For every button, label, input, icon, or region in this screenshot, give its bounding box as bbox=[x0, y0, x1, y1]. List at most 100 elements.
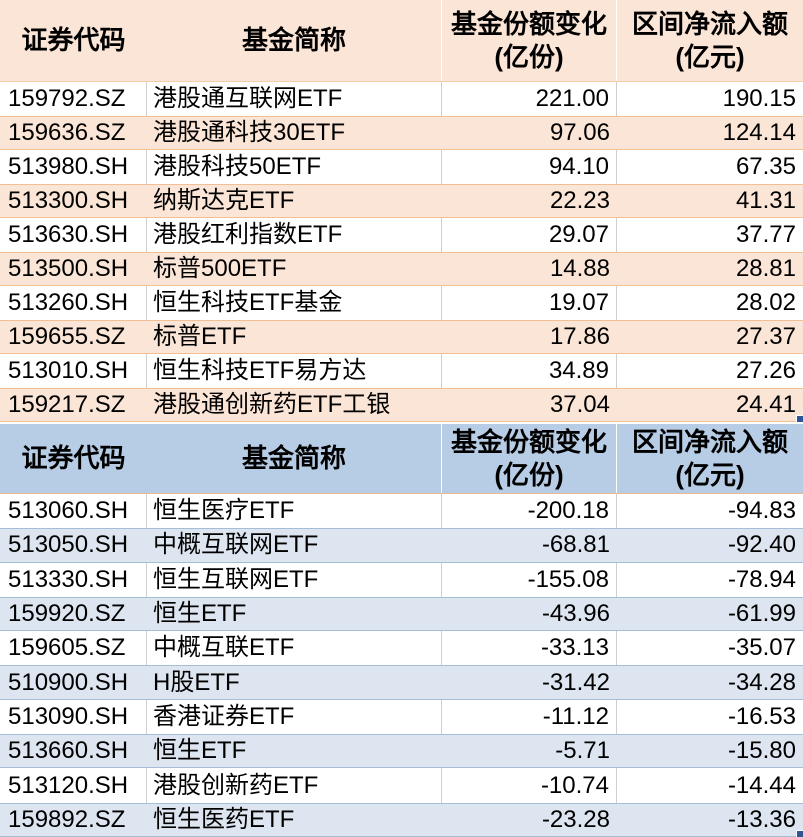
security-code-cell[interactable]: 513120.SH bbox=[0, 768, 147, 803]
fund-name-cell[interactable]: 恒生互联网ETF bbox=[147, 562, 442, 597]
header-cell-fund-name[interactable]: 基金简称 bbox=[147, 424, 442, 493]
security-code-cell[interactable]: 513500.SH bbox=[8, 255, 129, 282]
security-code-cell[interactable]: 513260.SH bbox=[0, 286, 147, 320]
net-flow-cell[interactable]: -94.83 bbox=[727, 497, 796, 525]
fund-name-cell[interactable]: 标普ETF bbox=[153, 323, 247, 350]
share-change-cell[interactable]: -5.71 bbox=[555, 737, 610, 765]
security-code-cell[interactable]: 159655.SZ bbox=[8, 323, 126, 350]
security-code-cell[interactable]: 513630.SH bbox=[0, 218, 147, 252]
share-change-cell[interactable]: -155.08 bbox=[442, 562, 617, 597]
share-change-cell[interactable]: -11.12 bbox=[442, 699, 617, 735]
share-change-cell[interactable]: -200.18 bbox=[442, 494, 617, 529]
security-code-cell[interactable]: 159636.SZ bbox=[8, 119, 126, 146]
security-code-cell[interactable]: 513300.SH bbox=[8, 187, 129, 214]
share-change-cell[interactable]: 34.89 bbox=[442, 354, 617, 388]
fund-name-cell[interactable]: 恒生科技ETF基金 bbox=[147, 286, 442, 320]
net-flow-cell[interactable]: -13.36 bbox=[727, 805, 796, 833]
share-change-cell[interactable]: -10.74 bbox=[442, 768, 617, 803]
net-flow-cell[interactable]: -16.53 bbox=[727, 702, 796, 730]
security-code-cell[interactable]: 513060.SH bbox=[0, 494, 147, 529]
share-change-cell[interactable]: 22.23 bbox=[549, 187, 610, 214]
fund-name-cell[interactable]: H股ETF bbox=[153, 668, 240, 696]
header-cell-fund-name[interactable]: 基金简称 bbox=[147, 0, 442, 81]
fund-name-cell[interactable]: 港股创新药ETF bbox=[147, 768, 442, 803]
net-flow-cell[interactable]: 124.14 bbox=[722, 119, 796, 146]
fund-name-cell[interactable]: 恒生ETF bbox=[153, 737, 247, 765]
share-change-cell[interactable]: 19.07 bbox=[442, 286, 617, 320]
net-flow-cell[interactable]: -78.94 bbox=[727, 565, 796, 593]
fund-name-cell[interactable]: 标普500ETF bbox=[153, 255, 287, 282]
net-flow-cell[interactable]: 27.26 bbox=[735, 357, 796, 384]
share-change-cell[interactable]: 17.86 bbox=[549, 323, 610, 350]
security-code-cell[interactable]: 510900.SH bbox=[8, 668, 129, 696]
table-row: 159605.SZ 中概互联ETF -33.13 -35.07 bbox=[0, 631, 803, 666]
net-flow-cell[interactable]: -15.80 bbox=[727, 737, 796, 765]
table-row: 159792.SZ 港股通互联网ETF 221.00 190.15 bbox=[0, 82, 803, 116]
share-change-cell[interactable]: -43.96 bbox=[541, 600, 610, 628]
security-code-cell[interactable]: 159217.SZ bbox=[8, 391, 126, 418]
fund-name-cell[interactable]: 中概互联ETF bbox=[147, 631, 442, 666]
share-change-cell[interactable]: 29.07 bbox=[442, 218, 617, 252]
net-flow-cell[interactable]: 28.81 bbox=[735, 255, 796, 282]
security-code-cell[interactable]: 513660.SH bbox=[8, 737, 129, 765]
header-net-flow-line1: 区间净流入额 bbox=[631, 8, 788, 39]
security-code-cell[interactable]: 513050.SH bbox=[8, 531, 129, 559]
net-flow-cell[interactable]: 67.35 bbox=[735, 153, 796, 180]
security-code-cell[interactable]: 513090.SH bbox=[0, 699, 147, 735]
header-cell-net-flow[interactable]: 区间净流入额 (亿元) bbox=[617, 0, 803, 81]
net-flow-cell[interactable]: 41.31 bbox=[735, 187, 796, 214]
share-change-cell[interactable]: 14.88 bbox=[549, 255, 610, 282]
share-change-cell[interactable]: -68.81 bbox=[541, 531, 610, 559]
security-code-cell[interactable]: 513980.SH bbox=[0, 150, 147, 184]
security-code-cell[interactable]: 513330.SH bbox=[0, 562, 147, 597]
fund-name-cell[interactable]: 恒生医药ETF bbox=[153, 805, 295, 833]
fund-name-cell[interactable]: 恒生ETF bbox=[153, 600, 247, 628]
fund-name-cell[interactable]: 港股科技50ETF bbox=[147, 150, 442, 184]
table-row: 159892.SZ 恒生医药ETF -23.28 -13.36 bbox=[0, 802, 803, 837]
security-code-cell[interactable]: 159605.SZ bbox=[0, 631, 147, 666]
net-flow-cell[interactable]: -92.40 bbox=[727, 531, 796, 559]
table-row: 513010.SH 恒生科技ETF易方达 34.89 27.26 bbox=[0, 354, 803, 388]
security-code-cell[interactable]: 159892.SZ bbox=[8, 805, 126, 833]
fund-name-cell[interactable]: 恒生科技ETF易方达 bbox=[147, 354, 442, 388]
fund-name-cell[interactable]: 港股红利指数ETF bbox=[147, 218, 442, 252]
header-cell-share-change[interactable]: 基金份额变化 (亿份) bbox=[442, 424, 617, 493]
net-flow-cell[interactable]: 28.02 bbox=[735, 289, 796, 316]
security-code-cell[interactable]: 513010.SH bbox=[0, 354, 147, 388]
header-cell-security-code[interactable]: 证券代码 bbox=[21, 25, 126, 55]
header-cell-share-change[interactable]: 基金份额变化 (亿份) bbox=[442, 0, 617, 81]
share-change-cell[interactable]: 37.04 bbox=[549, 391, 610, 418]
net-flow-cell[interactable]: 190.15 bbox=[722, 85, 796, 112]
net-flow-cell[interactable]: -14.44 bbox=[727, 771, 796, 799]
share-change-cell[interactable]: 221.00 bbox=[442, 82, 617, 116]
fund-name-cell[interactable]: 港股通科技30ETF bbox=[153, 119, 346, 146]
inflow-table-header: 证券代码 基金简称 基金份额变化 (亿份) 区间净流入额 (亿元) bbox=[0, 0, 803, 82]
fund-name-cell[interactable]: 纳斯达克ETF bbox=[153, 187, 295, 214]
selection-fill-handle[interactable] bbox=[796, 829, 803, 837]
fund-name-cell[interactable]: 港股通创新药ETF工银 bbox=[153, 391, 391, 418]
share-change-cell[interactable]: 97.06 bbox=[549, 119, 610, 146]
security-code-cell[interactable]: 159920.SZ bbox=[8, 600, 126, 628]
share-change-cell[interactable]: -31.42 bbox=[541, 668, 610, 696]
security-code-cell[interactable]: 159792.SZ bbox=[0, 82, 147, 116]
table-row: 513500.SH 标普500ETF 14.88 28.81 bbox=[0, 252, 803, 286]
fund-name-cell[interactable]: 港股通互联网ETF bbox=[147, 82, 442, 116]
header-cell-security-code[interactable]: 证券代码 bbox=[21, 443, 126, 473]
net-flow-cell[interactable]: -34.28 bbox=[727, 668, 796, 696]
net-flow-cell[interactable]: 37.77 bbox=[735, 221, 796, 248]
net-flow-cell[interactable]: -35.07 bbox=[727, 634, 796, 662]
net-flow-cell[interactable]: -61.99 bbox=[727, 600, 796, 628]
share-change-cell[interactable]: -23.28 bbox=[541, 805, 610, 833]
net-flow-cell[interactable]: 27.37 bbox=[735, 323, 796, 350]
share-change-cell[interactable]: -33.13 bbox=[442, 631, 617, 666]
net-flow-cell[interactable]: 24.41 bbox=[735, 391, 796, 418]
table-row: 159920.SZ 恒生ETF -43.96 -61.99 bbox=[0, 596, 803, 632]
share-change-cell[interactable]: 94.10 bbox=[442, 150, 617, 184]
selection-fill-handle[interactable] bbox=[796, 415, 803, 422]
table-row: 513330.SH 恒生互联网ETF -155.08 -78.94 bbox=[0, 562, 803, 597]
fund-name-cell[interactable]: 恒生医疗ETF bbox=[147, 494, 442, 529]
fund-name-cell[interactable]: 中概互联网ETF bbox=[153, 531, 319, 559]
header-cell-net-flow[interactable]: 区间净流入额 (亿元) bbox=[617, 424, 803, 493]
fund-name-cell[interactable]: 香港证券ETF bbox=[147, 699, 442, 735]
